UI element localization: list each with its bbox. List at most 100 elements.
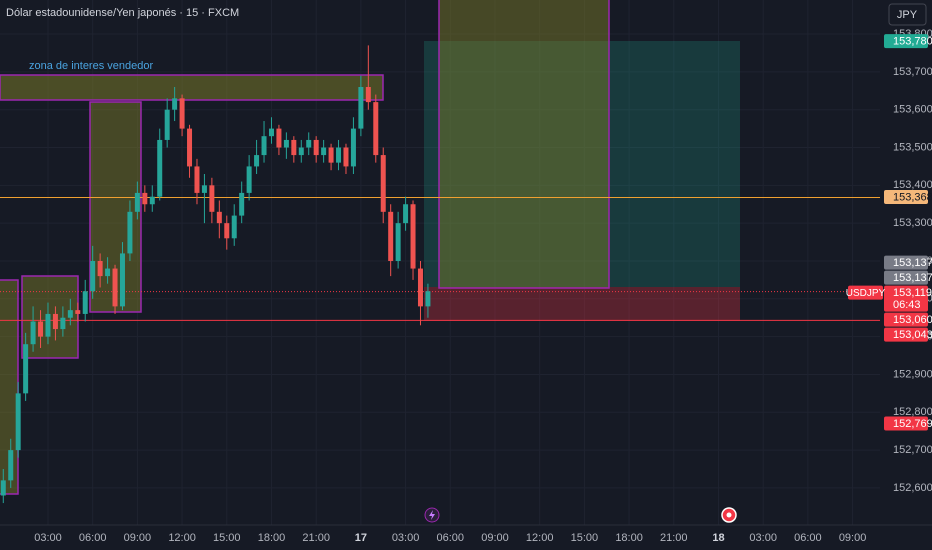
candle-body: [350, 128, 356, 167]
candle-body: [365, 86, 371, 103]
candle-body: [410, 204, 416, 269]
x-tick-label: 21:00: [660, 532, 688, 544]
candle-body: [105, 268, 111, 277]
candle-body: [23, 344, 29, 394]
candle-body: [343, 147, 349, 167]
x-tick-label: 03:00: [749, 532, 777, 544]
chart-title: Dólar estadounidense/Yen japonés · 15 · …: [6, 7, 239, 19]
candle-body: [75, 310, 81, 314]
x-tick-label: 17: [355, 532, 367, 544]
price-label: 153,137: [893, 272, 932, 284]
loss-zone: [424, 287, 740, 321]
candle-body: [67, 310, 73, 318]
x-tick-label: 09:00: [839, 532, 867, 544]
candle-body: [134, 192, 140, 212]
symbol-label: USDJPY: [846, 288, 886, 299]
candle-body: [97, 260, 103, 277]
candles: [0, 45, 431, 504]
price-label: 153,119: [893, 287, 932, 299]
candle-body: [157, 139, 163, 197]
candle-body: [60, 317, 66, 330]
event-icon-glyph: [726, 512, 732, 518]
candle-body: [127, 211, 133, 254]
y-tick-label: 153,300: [893, 217, 932, 229]
x-tick-label: 12:00: [168, 532, 196, 544]
y-tick-label: 153,600: [893, 104, 932, 116]
candle-body: [291, 139, 297, 156]
symbol-tag: [848, 285, 883, 300]
candle-body: [45, 313, 51, 337]
candle-body: [187, 128, 193, 167]
y-tick-label: 152,600: [893, 482, 932, 494]
candle-body: [0, 480, 6, 496]
candle-body: [142, 192, 148, 205]
price-label-box: [884, 255, 928, 270]
x-tick-label: 03:00: [34, 532, 62, 544]
candle-body: [201, 185, 207, 193]
zone-box: [0, 74, 384, 101]
axis-labels: 153,800153,700153,600153,500153,400153,3…: [34, 28, 932, 544]
x-tick-label: 12:00: [526, 532, 554, 544]
candle-body: [82, 291, 88, 314]
price-label-box: [884, 312, 928, 327]
y-tick-label: 153,400: [893, 179, 932, 191]
candle-body: [254, 155, 260, 167]
x-tick-label: 18:00: [258, 532, 286, 544]
price-label-box: [884, 34, 928, 49]
zone-box: [438, 0, 610, 289]
candle-body: [194, 166, 200, 193]
candle-body: [38, 321, 44, 337]
candle-body: [30, 321, 36, 345]
candle-body: [261, 136, 267, 156]
y-tick-label: 153,500: [893, 141, 932, 153]
candle-body: [172, 98, 178, 110]
y-tick-label: 152,800: [893, 406, 932, 418]
price-label: 153,060: [893, 314, 932, 326]
candle-body: [306, 139, 312, 148]
x-tick-label: 18:00: [615, 532, 643, 544]
price-label-box: [884, 270, 928, 285]
countdown: 06:43: [893, 299, 921, 311]
x-tick-label: 06:00: [794, 532, 822, 544]
y-tick-label: 152,700: [893, 444, 932, 456]
candle-body: [90, 260, 96, 292]
candle-body: [283, 139, 289, 148]
candle-body: [328, 147, 334, 163]
candle-body: [395, 223, 401, 261]
event-icon-glyph: [429, 510, 435, 520]
candle-body: [216, 211, 222, 224]
candle-body: [179, 98, 185, 129]
price-label-box: [884, 189, 928, 204]
candle-body: [425, 291, 431, 307]
candle-body: [119, 253, 125, 307]
candle-body: [358, 86, 364, 129]
x-tick-label: 06:00: [79, 532, 107, 544]
y-tick-label: 153,700: [893, 66, 932, 78]
x-tick-label: 15:00: [213, 532, 241, 544]
price-label: 153,780: [893, 36, 932, 48]
candle-body: [321, 147, 327, 156]
price-label-box: [884, 327, 928, 342]
x-tick-label: 09:00: [124, 532, 152, 544]
candle-body: [388, 211, 394, 261]
currency[interactable]: JPY: [897, 9, 918, 21]
profit-zone: [424, 41, 740, 287]
candle-body: [380, 155, 386, 212]
candle-body: [268, 128, 274, 137]
x-tick-label: 18: [712, 532, 724, 544]
candle-body: [231, 215, 237, 239]
price-label-box: [884, 416, 928, 431]
candle-body: [336, 147, 342, 163]
price-label: 153,137: [893, 257, 932, 269]
price-label: 152,769: [893, 418, 932, 430]
annotation: zona de interes vendedor: [29, 60, 153, 72]
x-tick-label: 03:00: [392, 532, 420, 544]
candle-body: [403, 204, 409, 224]
x-tick-label: 09:00: [481, 532, 509, 544]
candle-body: [373, 102, 379, 156]
candle-body: [239, 192, 245, 216]
currency-button[interactable]: [888, 3, 927, 26]
price-label: 153,043: [893, 329, 932, 341]
